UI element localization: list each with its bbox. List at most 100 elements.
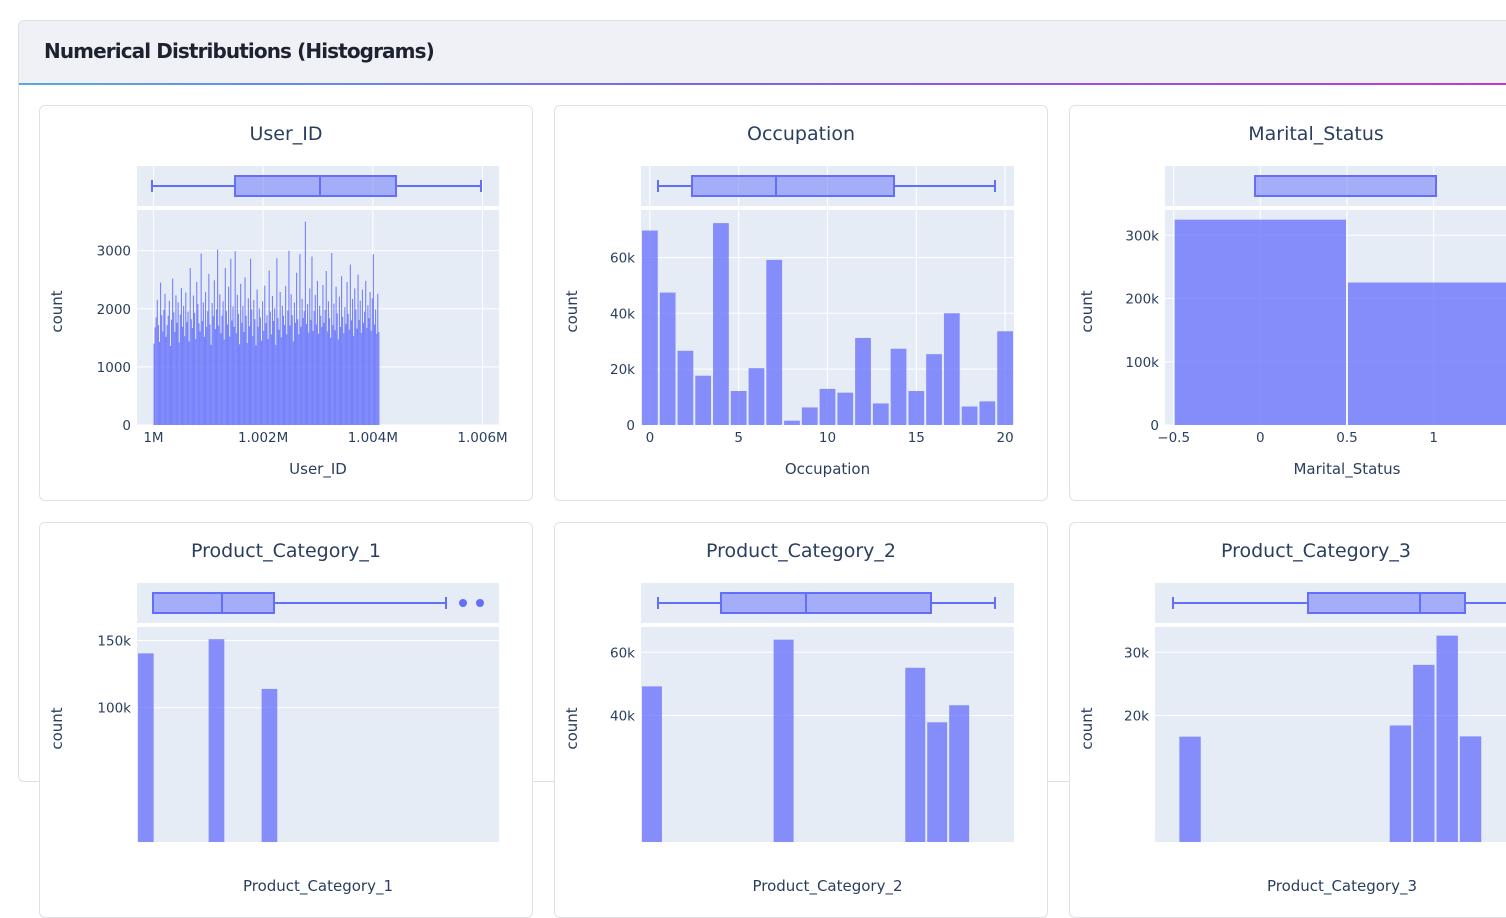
histogram-bar [299,254,301,425]
chart-title: Occupation [747,123,855,145]
histogram-bar [352,298,354,425]
histogram-bar [285,286,287,425]
histogram-bar [202,302,204,425]
histogram-bar [298,334,300,425]
histogram-bar [200,253,202,425]
histogram-bar [183,305,185,425]
y-axis-title: count [563,290,581,332]
x-tick-label: 1.004M [348,430,398,446]
histogram-bar [218,325,220,425]
histogram-bar [269,311,271,425]
histogram-bar [365,280,367,425]
histogram-bar [300,326,302,425]
histogram-bar [1436,635,1458,842]
histogram-bar [926,354,942,425]
histogram-bar [369,291,371,425]
y-axis-title: count [1078,707,1096,749]
y-tick-label: 3000 [97,244,131,260]
histogram-bar [168,300,170,425]
histogram-bar [297,319,299,425]
histogram-bar [368,318,370,425]
histogram-bar [235,333,237,425]
histogram-bar [819,388,836,425]
histogram-bar [167,315,169,425]
histogram-bar [201,320,203,425]
chart-title: Product_Category_2 [706,540,896,562]
histogram-bar [186,322,188,425]
histogram-bar [199,331,201,425]
y-tick-label: 0 [626,418,635,434]
histogram-bar [730,390,747,425]
histogram-bar [373,324,376,425]
histogram-bar [357,274,359,425]
histogram-bar [223,339,225,425]
histogram-bar [203,336,206,425]
histogram-bar [253,300,255,425]
histogram-bar [162,331,164,425]
y-axis-title: count [563,707,581,749]
boxplot-box [234,175,397,197]
histogram-bar [371,298,373,425]
histogram-bar [283,325,286,425]
histogram-bar [239,344,241,425]
histogram-bar [224,268,226,425]
histogram-bar [287,310,289,425]
section-title: Numerical Distributions (Histograms) [44,39,435,63]
histogram-bar [293,302,295,425]
histogram-bar [188,341,190,425]
histogram-bar [275,344,277,425]
histogram-bar [321,326,323,425]
y-tick-label: 20k [610,362,635,378]
histogram-bar [260,340,263,425]
histogram-bar [160,282,162,425]
histogram-bar [372,254,374,425]
histogram-bar [175,295,177,425]
histogram-bar [1459,736,1482,842]
histogram-bar [240,283,242,425]
histogram-bar [246,343,248,425]
histogram-bar [234,251,236,425]
histogram-card-product-category-2: Product_Category_2 40k 60k Product_Category… [554,522,1048,918]
histogram-bar [1413,664,1435,842]
histogram-bar [165,336,167,425]
histogram-bar [1174,219,1346,425]
histogram-bar [236,294,238,425]
histogram-bar [784,420,800,425]
histogram-bar [312,330,314,425]
x-tick-label: 5 [734,430,743,446]
histogram-bar [290,294,292,425]
histogram-card-occupation: Occupation 0 20k 40k 60k 0 5 10 15 20 Occupation co… [554,105,1048,501]
histogram-bar [206,326,208,425]
histogram-bar [362,322,365,425]
chart-title: User_ID [249,123,322,145]
histogram-bar [228,286,230,425]
histogram-bar [212,316,214,425]
chart-product-category-1: Product_Category_1 100k 150k Product_Catego… [48,540,499,896]
histogram-bar [264,285,266,425]
histogram-bar [339,326,342,425]
histogram-bar [361,289,363,425]
histogram-bar [773,639,794,842]
chart-user-id: User_ID 0 1000 2000 3000 1M 1.002M 1.004M 1.006M… [48,123,508,479]
y-tick-label: 60k [610,645,635,661]
boxplot-box [691,175,895,197]
histogram-bar [249,258,252,425]
histogram-bar [695,375,712,425]
histogram-bar [801,407,818,425]
histogram-bar [375,309,377,425]
histogram-bar [908,391,925,425]
histogram-bar [267,339,269,425]
histogram-bar [164,293,166,425]
histogram-bar [190,319,192,425]
histogram-bar [163,309,165,425]
histogram-bar [1348,282,1506,425]
histogram-bar [320,315,322,425]
histogram-bar [232,306,234,425]
histogram-bar [336,313,338,425]
histogram-bar [1389,725,1412,842]
histogram-bar [268,270,270,425]
histogram-bar [273,320,275,425]
x-axis-title: Product_Category_1 [243,877,393,896]
boxplot-box [720,592,932,614]
histogram-bar [332,325,334,425]
